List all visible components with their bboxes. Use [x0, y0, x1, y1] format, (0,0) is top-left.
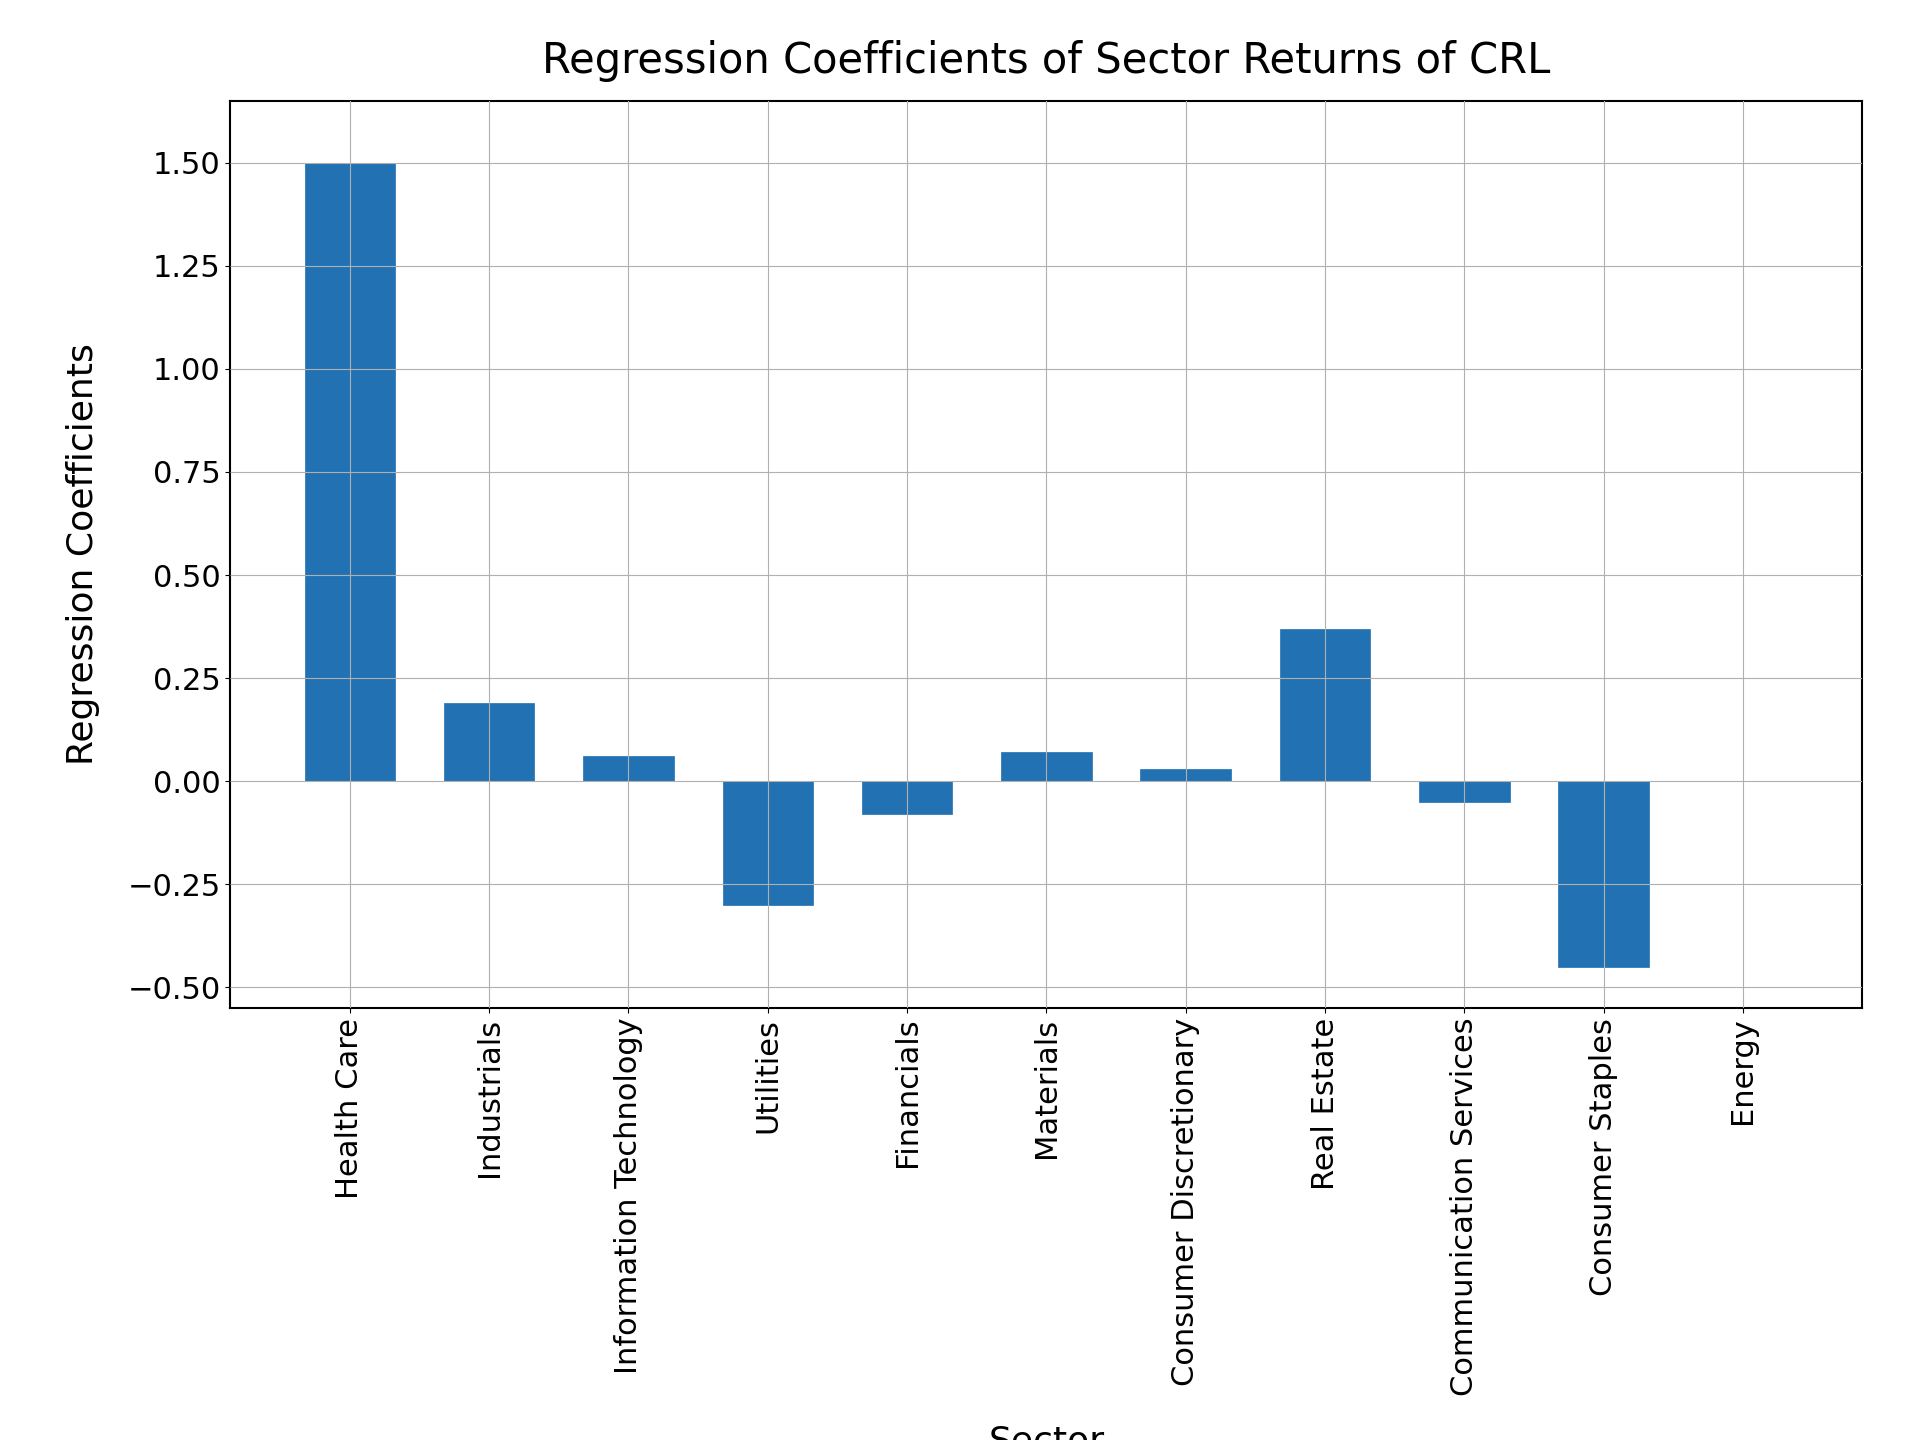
X-axis label: Sector: Sector — [989, 1424, 1104, 1440]
Y-axis label: Regression Coefficients: Regression Coefficients — [65, 344, 100, 765]
Bar — [1000, 752, 1092, 780]
Bar — [444, 703, 534, 780]
Bar — [1281, 629, 1371, 780]
Bar — [722, 780, 812, 904]
Bar — [1140, 769, 1231, 780]
Title: Regression Coefficients of Sector Returns of CRL: Regression Coefficients of Sector Return… — [541, 40, 1551, 82]
Bar — [305, 163, 396, 780]
Bar — [584, 756, 674, 780]
Bar — [862, 780, 952, 814]
Bar — [1559, 780, 1649, 966]
Bar — [1419, 780, 1509, 802]
